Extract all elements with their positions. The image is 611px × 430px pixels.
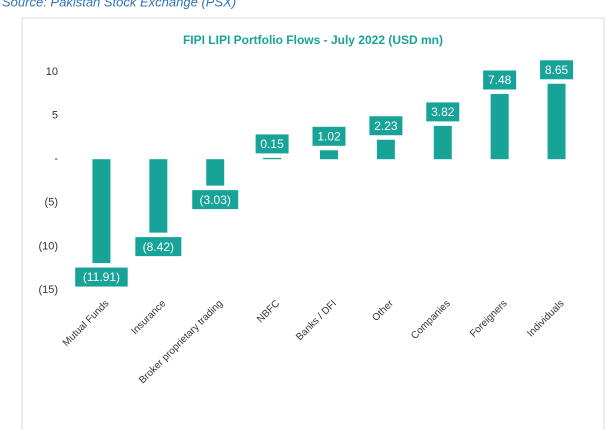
bar	[149, 159, 168, 233]
bar	[433, 125, 452, 160]
y-tick-label: 10	[46, 66, 58, 78]
bar	[490, 93, 509, 160]
data-label: (3.03)	[200, 193, 231, 207]
data-label-box	[254, 133, 290, 155]
data-label-box	[539, 59, 575, 81]
chart-title: FIPI LIPI Portfolio Flows - July 2022 (U…	[183, 33, 443, 47]
source-note: Source: Pakistan Stock Exchange (PSX)	[2, 0, 236, 9]
data-label: 1.02	[317, 129, 341, 143]
bar	[547, 83, 566, 160]
data-label-box	[311, 125, 347, 147]
data-label-box	[134, 236, 183, 258]
data-label-box	[191, 189, 240, 211]
data-label: 8.65	[545, 63, 569, 77]
bar	[92, 159, 111, 264]
data-label-box	[368, 115, 404, 137]
bar	[320, 150, 338, 160]
data-label-box	[74, 266, 129, 288]
y-tick-label: (5)	[45, 197, 58, 209]
data-label: (11.91)	[83, 270, 120, 284]
bar	[263, 157, 282, 160]
data-label: (8.42)	[143, 240, 174, 254]
data-label: 7.48	[488, 73, 512, 87]
y-tick-label: 5	[52, 110, 58, 122]
data-label-box	[482, 69, 518, 91]
data-label: 2.23	[374, 119, 398, 133]
data-label-box	[425, 101, 461, 123]
y-tick-label: -	[54, 153, 58, 165]
y-tick-label: (10)	[38, 240, 58, 252]
y-tick-label: (15)	[38, 284, 58, 296]
bar	[376, 139, 395, 160]
data-label: 3.82	[431, 105, 455, 119]
data-label: 0.15	[260, 137, 284, 151]
bar	[206, 159, 225, 186]
